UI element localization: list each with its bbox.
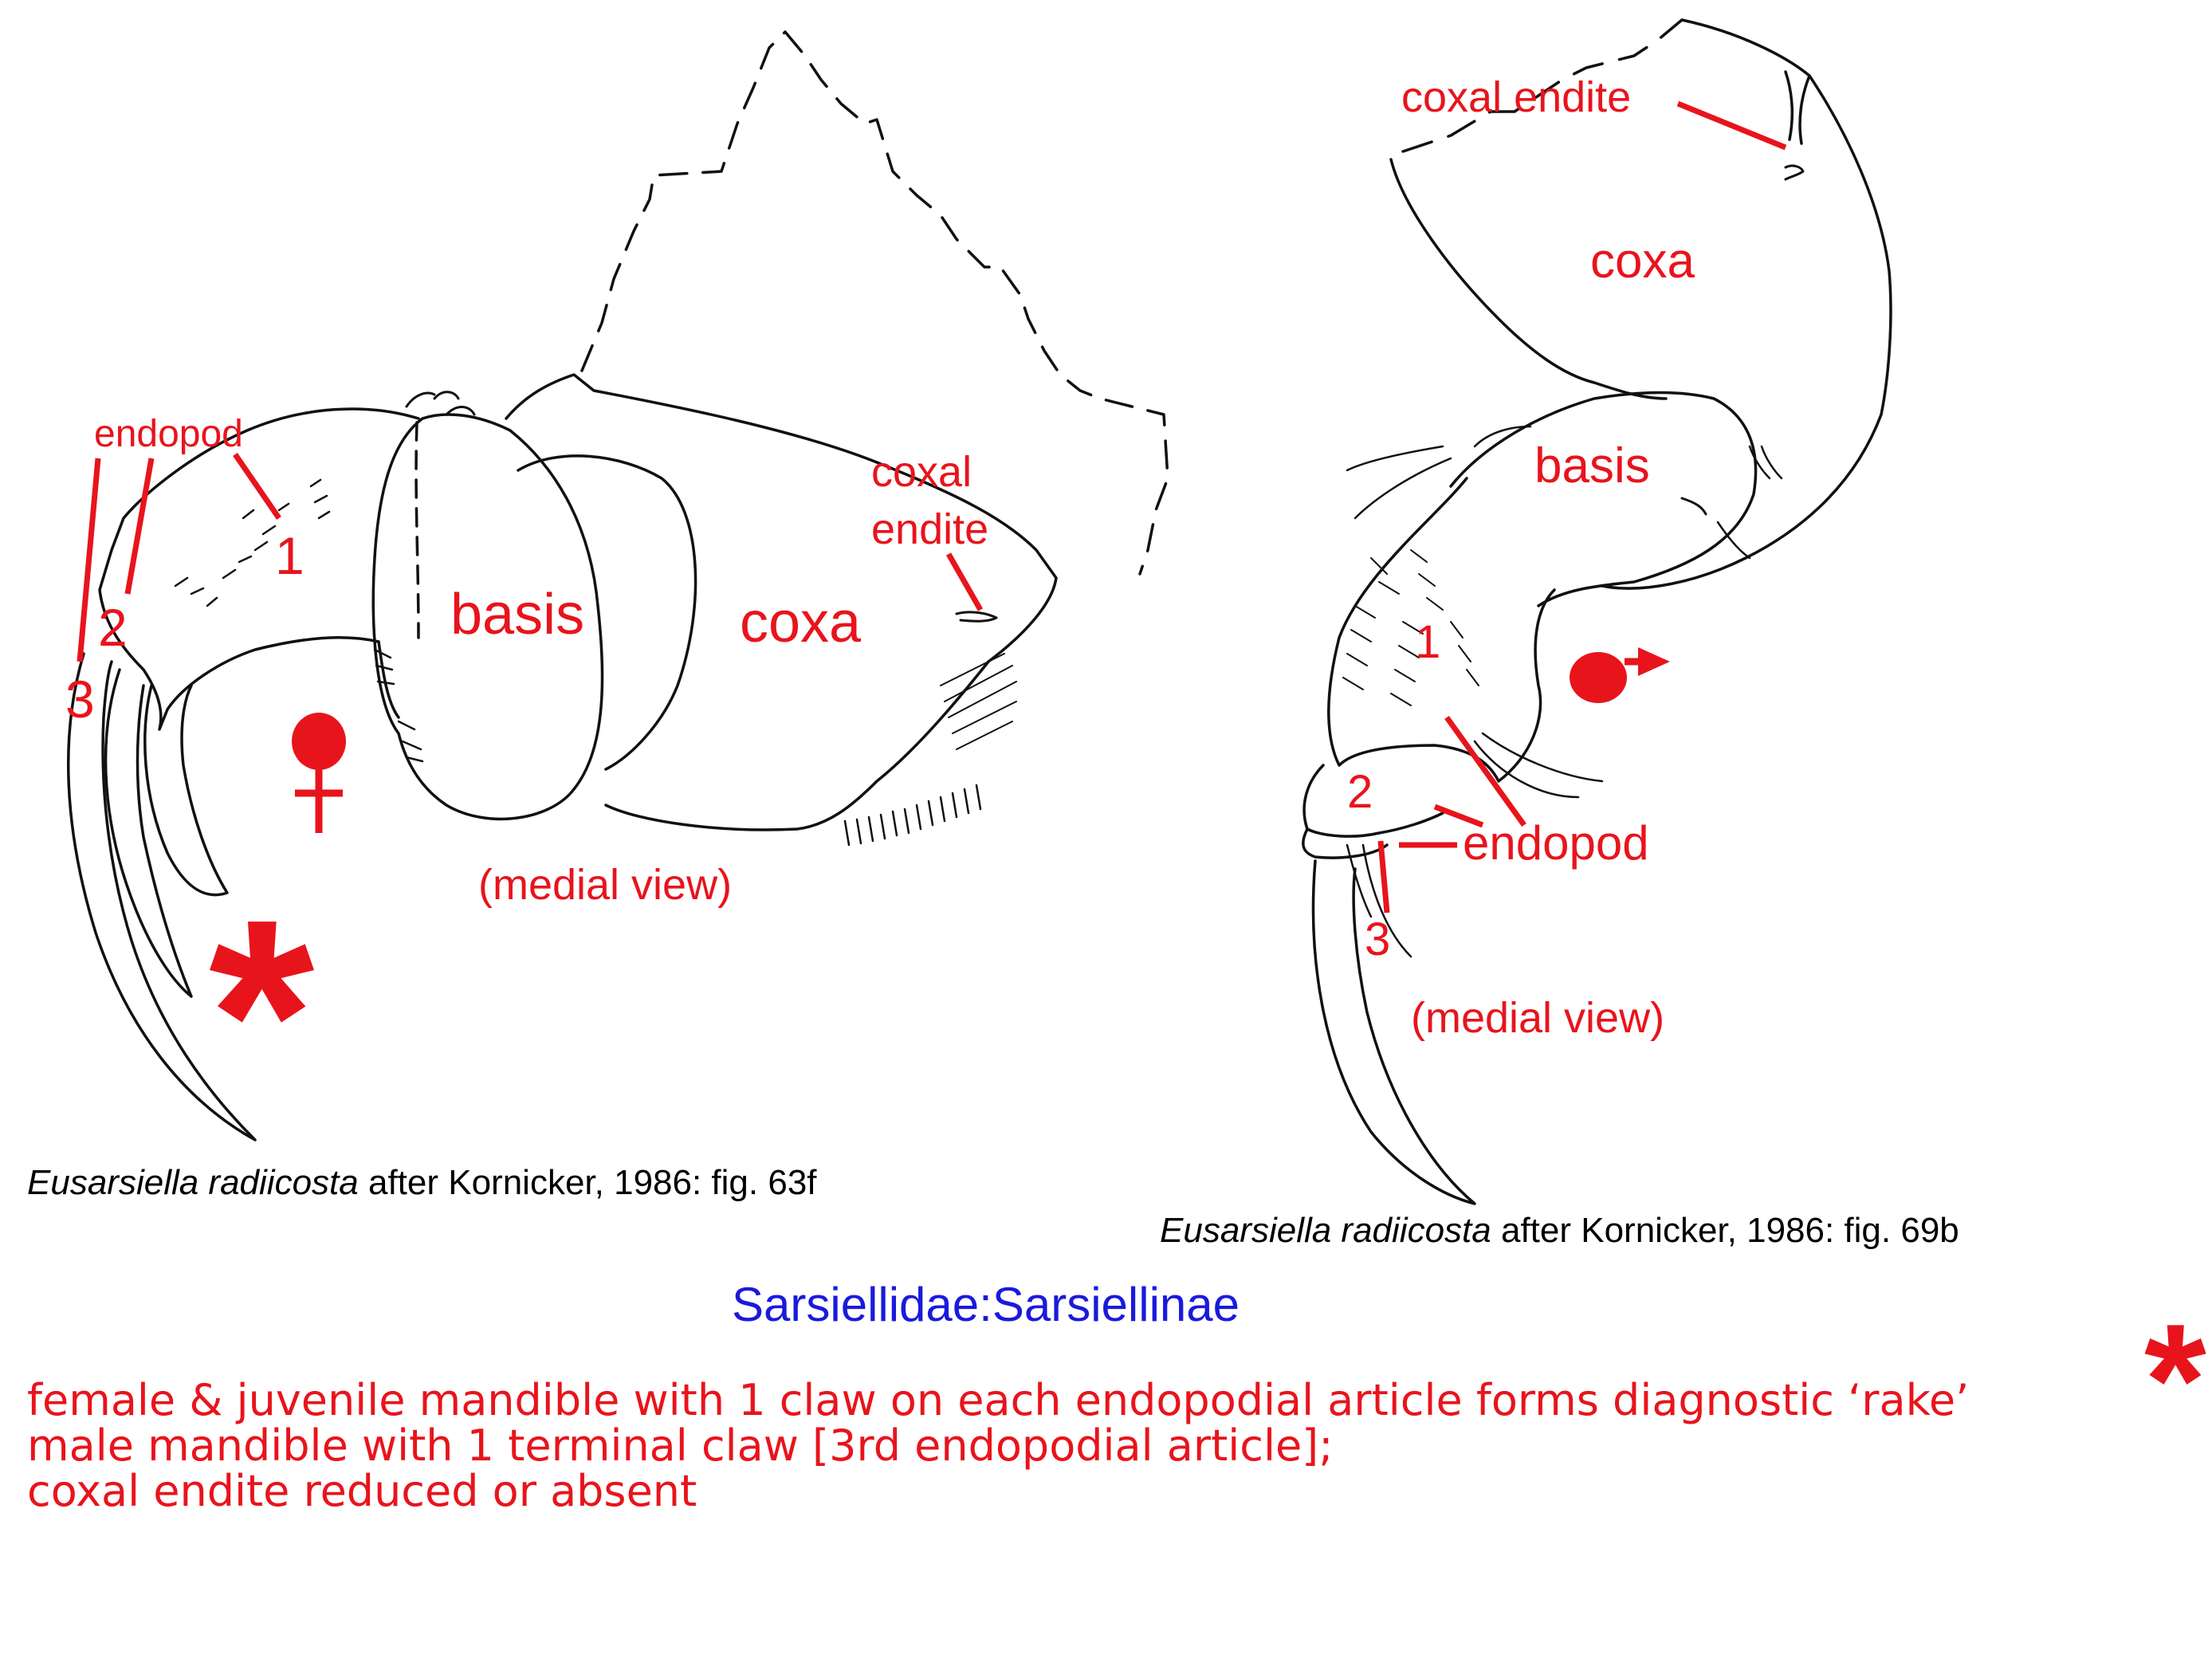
- label-coxa-right: coxa: [1590, 234, 1695, 289]
- leader-coxal-endite-left: [945, 552, 984, 611]
- endopod-setae-right: [1346, 732, 1604, 958]
- basis-dashed-edge: [415, 421, 420, 639]
- endopod-lower-edge: [377, 640, 400, 719]
- coxa-inner-right: [1389, 158, 1668, 400]
- label-basis-right: basis: [1534, 438, 1650, 493]
- claw-1-left: [143, 684, 229, 897]
- coxa-divider-right: [1784, 70, 1811, 145]
- coxa-hatching: [940, 653, 1017, 750]
- coxal-endite-hook-left: [955, 611, 998, 623]
- label-article-1-left: 1: [275, 526, 304, 585]
- claw-3-left: [66, 652, 257, 1142]
- family-title: Sarsiellidae:Sarsiellinae: [732, 1278, 1240, 1331]
- coxa-setae-cluster-right: [1748, 445, 1783, 480]
- caption-right: Eusarsiella radiicosta after Kornicker, …: [1160, 1211, 1959, 1250]
- label-medial-view-right: (medial view): [1411, 994, 1664, 1042]
- basis-outline-right: [1449, 391, 1758, 607]
- label-coxal-endite-right: coxal endite: [1401, 73, 1631, 121]
- coxa-inner-lobe: [517, 454, 697, 771]
- label-endopod-right: endopod: [1463, 816, 1649, 870]
- label-article-2-right: 2: [1347, 766, 1373, 818]
- basis-seta-lower-right: [1716, 521, 1751, 560]
- coxa-dashed-outline-left: [580, 30, 1169, 576]
- label-medial-view-left: (medial view): [478, 861, 732, 909]
- basis-setae-right: [1346, 425, 1532, 520]
- endopod-outline-left: [98, 407, 420, 731]
- endopod-article2-right: [1302, 764, 1444, 838]
- leader-art3-left: [77, 458, 101, 662]
- leader-article-3-right: [1377, 840, 1390, 914]
- label-article-3-right: 3: [1365, 914, 1390, 965]
- basis-top-spines: [405, 391, 476, 416]
- leader-endopod-a: [1444, 715, 1526, 827]
- rake-asterisk-left: *: [209, 863, 315, 1166]
- note-line-3: coxal endite reduced or absent: [27, 1466, 697, 1516]
- leader-coxal-endite-right: [1676, 100, 1787, 151]
- basis-outline-left: [371, 413, 604, 821]
- note-asterisk: *: [2144, 1291, 2206, 1469]
- left-mandible-drawing: [66, 30, 1169, 1142]
- label-endite-left: endite: [871, 505, 988, 553]
- leader-art2-left: [124, 458, 155, 595]
- basis-spine-right: [1680, 497, 1707, 516]
- leader-art1-left: [233, 453, 281, 520]
- basis-bristles: [373, 648, 424, 763]
- coxa-dashed-outline-right: [1401, 18, 1684, 153]
- label-article-2-left: 2: [98, 598, 128, 657]
- label-coxa-left: coxa: [740, 591, 862, 654]
- label-basis-left: basis: [450, 583, 584, 646]
- endopod-spines: [174, 478, 331, 607]
- endopod-outline-right: [1327, 477, 1556, 783]
- label-article-3-left: 3: [65, 670, 95, 729]
- label-endopod-left: endopod: [94, 413, 243, 455]
- note-line-2: male mandible with 1 terminal claw [3rd …: [27, 1421, 1334, 1471]
- coxa-comb-setae: [843, 784, 982, 847]
- terminal-claw-right: [1311, 859, 1476, 1205]
- note-line-1: female & juvenile mandible with 1 claw o…: [27, 1375, 1970, 1425]
- label-article-1-right: 1: [1415, 616, 1440, 668]
- endopod-article3-right: [1302, 827, 1389, 859]
- right-mandible-drawing: [1302, 18, 1892, 1205]
- left-figure-annotations: endopod 1 2 3 basis coxa coxal endite (m…: [65, 413, 988, 1166]
- coxa-outline-right: [1601, 18, 1892, 590]
- right-figure-annotations: coxal endite coxa basis 1 2 3 endopod (m…: [1347, 73, 1787, 1042]
- female-symbol: [292, 713, 346, 833]
- endopod-hatching-right: [1342, 549, 1479, 706]
- male-symbol: [1570, 647, 1670, 703]
- caption-left: Eusarsiella radiicosta after Kornicker, …: [27, 1163, 817, 1202]
- leader-endopod-b: [1433, 804, 1484, 828]
- coxal-endite-hook-right: [1784, 164, 1805, 181]
- label-coxal-left: coxal: [871, 448, 972, 496]
- coxa-outline-left: [505, 373, 1058, 831]
- claw-2-left: [104, 668, 193, 998]
